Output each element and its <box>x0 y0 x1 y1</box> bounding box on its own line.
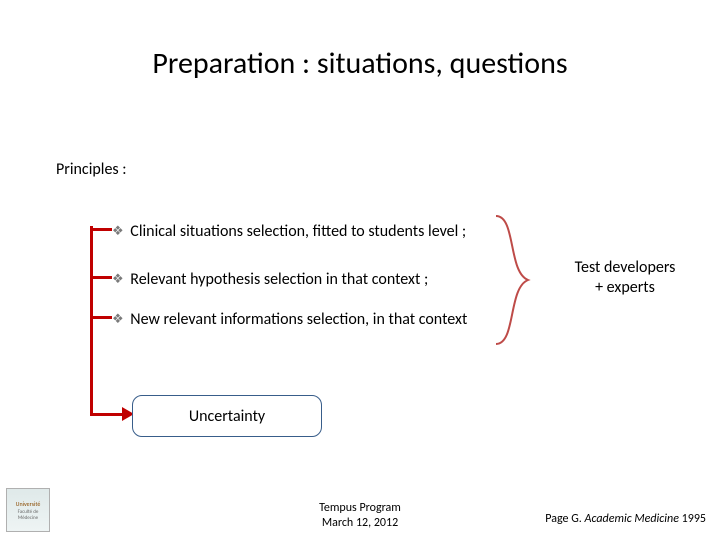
uncertainty-box: Uncertainty <box>132 395 322 437</box>
connector-h3 <box>90 316 112 319</box>
bullet-text: Clinical situations selection, fitted to… <box>130 222 466 241</box>
bullet-informations: ❖ New relevant informations selection, i… <box>112 310 472 331</box>
footer-date: March 12, 2012 <box>322 516 398 530</box>
citation-author: Page G. <box>545 512 584 526</box>
bullet-icon: ❖ <box>112 272 124 289</box>
citation-journal: Academic Medicine <box>585 512 682 526</box>
brace-icon <box>490 210 546 350</box>
footer-program: Tempus Program <box>319 501 401 515</box>
slide-title: Preparation : situations, questions <box>0 45 720 82</box>
uncertainty-label: Uncertainty <box>189 407 265 426</box>
principles-heading: Principles : <box>56 160 127 179</box>
bullet-text: Relevant hypothesis selection in that co… <box>130 270 428 289</box>
sidenote-line1: Test developers <box>575 258 676 277</box>
bullet-icon: ❖ <box>112 312 124 329</box>
bullet-hypothesis: ❖ Relevant hypothesis selection in that … <box>112 270 472 291</box>
citation-year: 1995 <box>682 512 706 526</box>
sidenote-line2: + experts <box>595 278 655 297</box>
connector-h1 <box>90 228 112 231</box>
bullet-icon: ❖ <box>112 224 124 241</box>
footer-citation: Page G. Academic Medicine 1995 <box>545 512 706 526</box>
connector-h2 <box>90 276 112 279</box>
bullet-text: New relevant informations selection, in … <box>130 310 467 329</box>
sidenote-box: Test developers + experts <box>560 258 690 298</box>
connector-vertical <box>90 226 93 416</box>
bullet-clinical-situations: ❖ Clinical situations selection, fitted … <box>112 222 472 243</box>
